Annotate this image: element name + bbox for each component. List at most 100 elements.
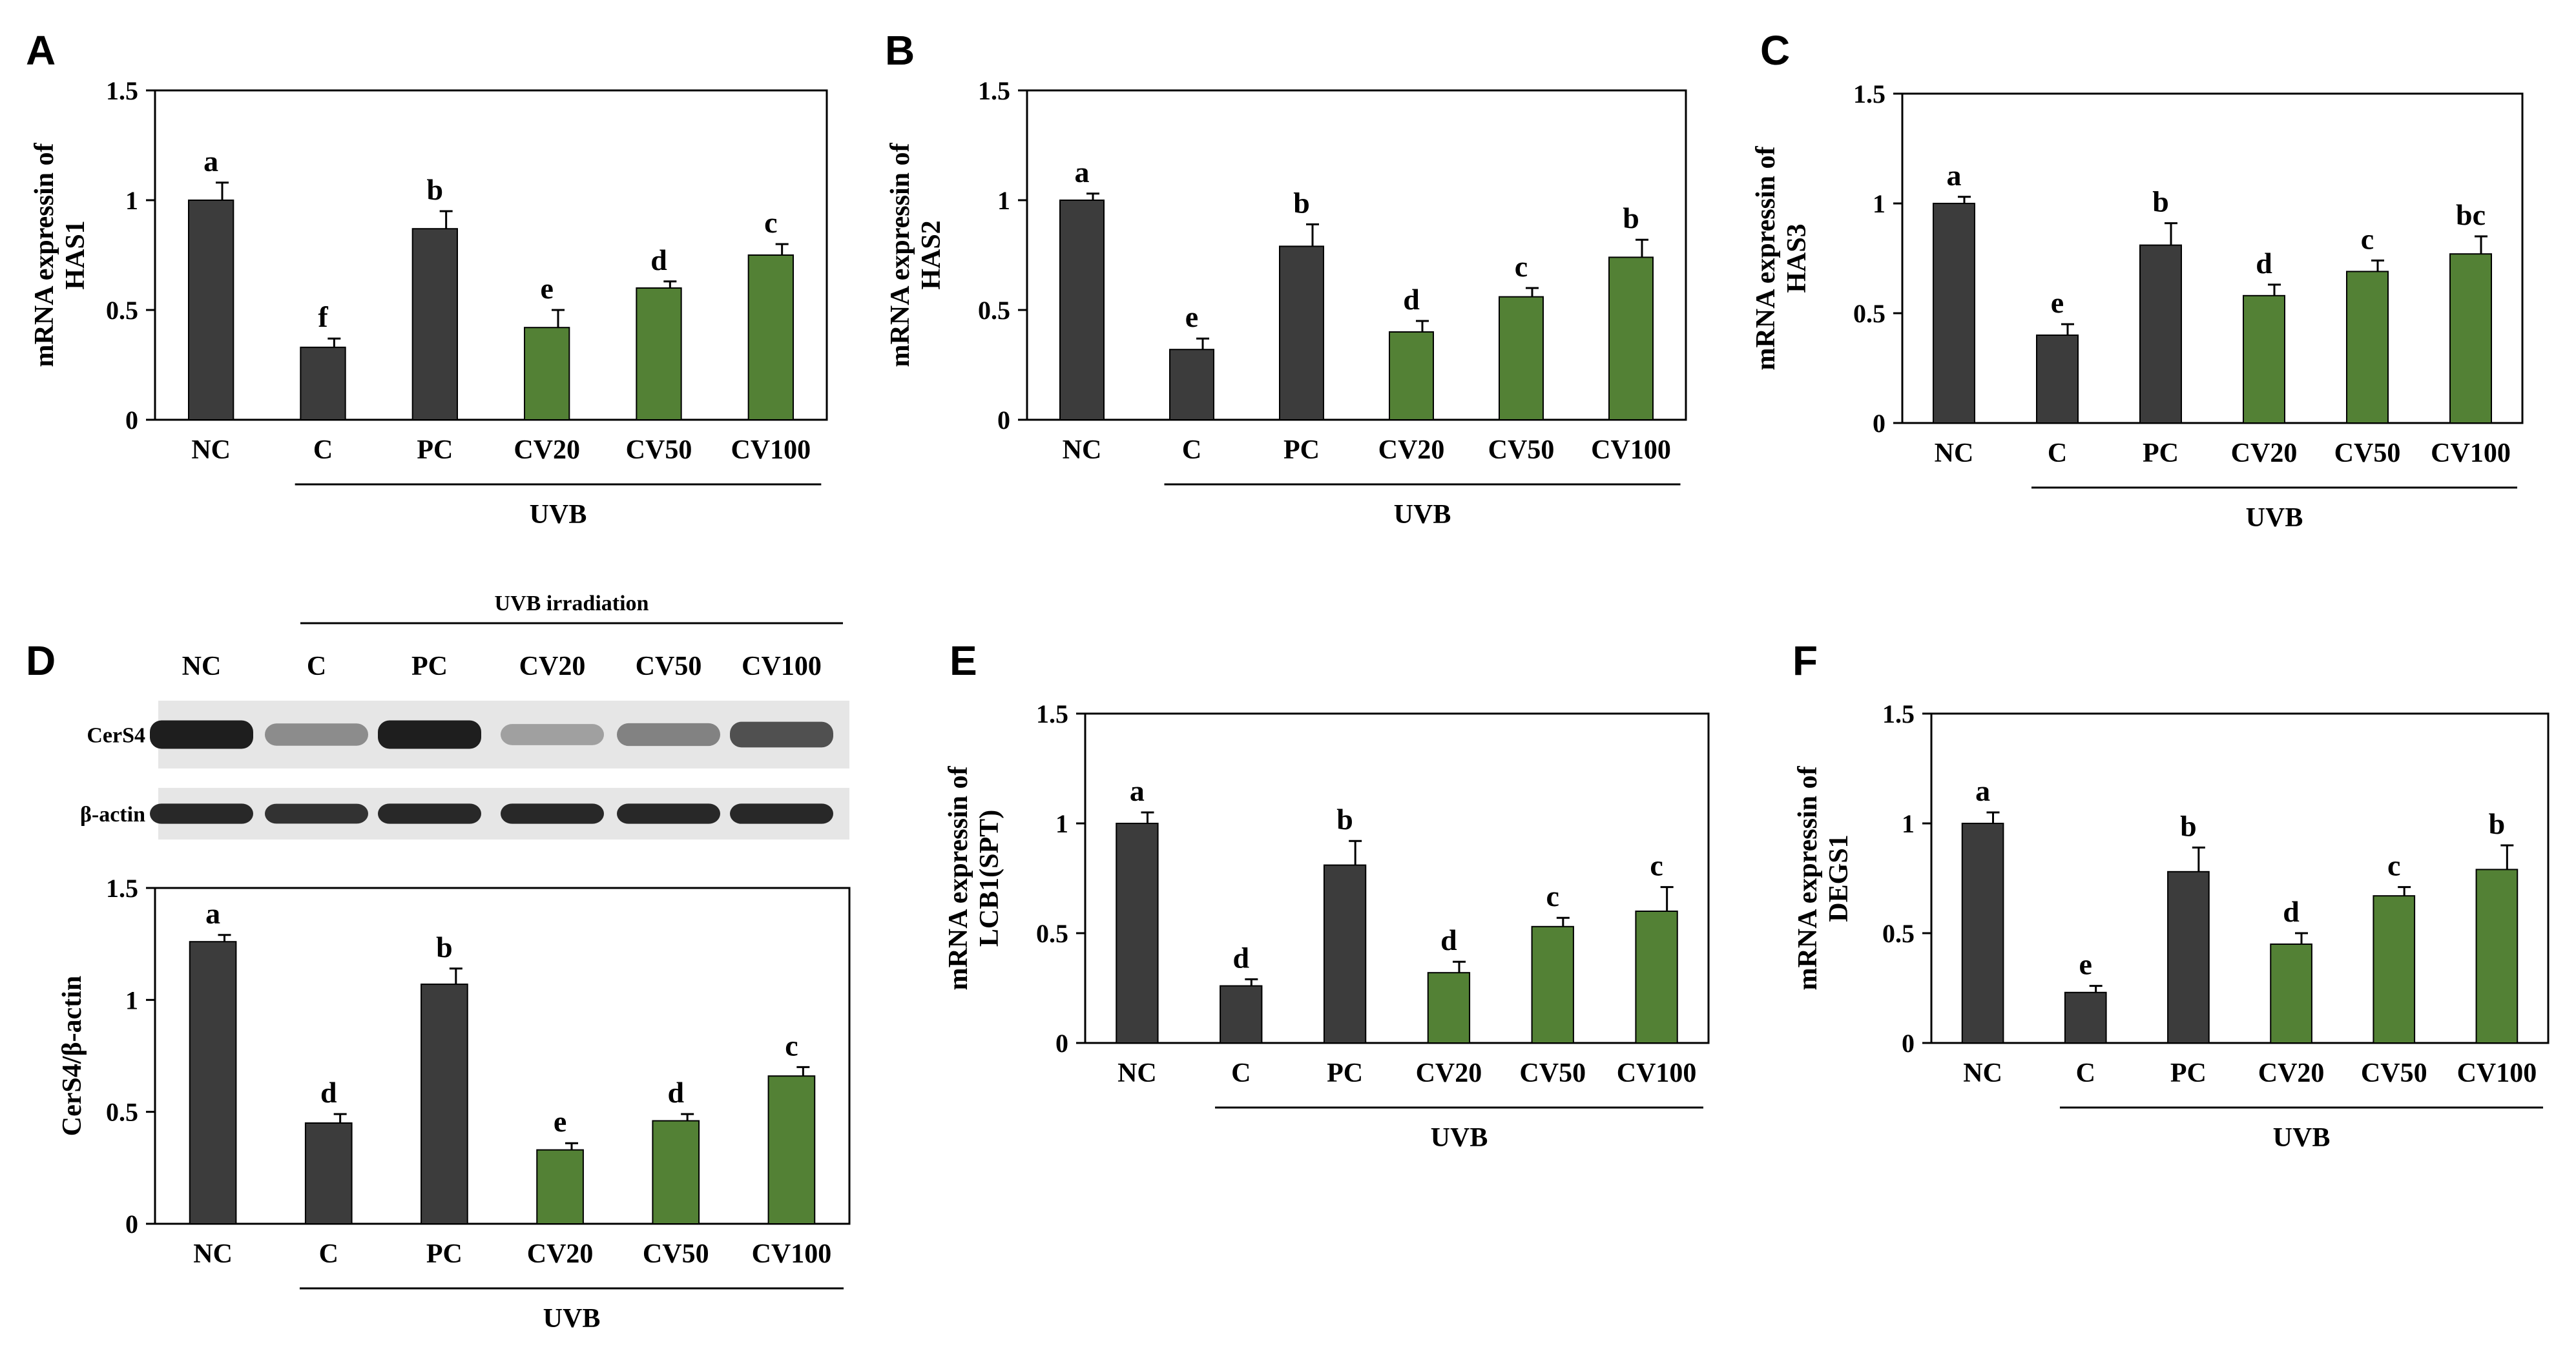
bar-nc <box>189 941 237 1224</box>
y-tick-label: 0.5 <box>106 296 138 325</box>
group-label: UVB <box>543 1304 601 1334</box>
significance-letter: a <box>1947 159 1962 192</box>
bar-cv100 <box>747 254 794 420</box>
y-tick-label: 0 <box>1902 1029 1915 1058</box>
blot-band <box>617 803 720 824</box>
group-label: UVB <box>2246 503 2303 533</box>
significance-letter: a <box>205 897 220 930</box>
bar-cv20 <box>1389 331 1434 420</box>
significance-letter: d <box>320 1076 337 1109</box>
bar-cv100 <box>767 1075 816 1224</box>
panel-letter: A <box>26 27 56 74</box>
y-tick-label: 1.5 <box>106 76 138 105</box>
significance-letter: a <box>203 145 218 178</box>
category-label: NC <box>1935 438 1974 468</box>
significance-letter: e <box>1185 300 1198 333</box>
bar-cv50 <box>652 1120 700 1224</box>
significance-letter: e <box>540 272 553 305</box>
y-tick-label: 1.5 <box>106 874 138 903</box>
bar-cv20 <box>524 327 570 421</box>
blot-lane-label: PC <box>411 652 448 681</box>
plot-frame <box>1930 712 2550 1044</box>
bar-c <box>1220 985 1263 1044</box>
category-label: PC <box>426 1239 462 1269</box>
y-axis-label: mRNA expressin ofLCB1(SPT) <box>944 766 1004 991</box>
y-tick-label: 1 <box>1873 189 1885 218</box>
blot-row-label: CerS4 <box>87 724 145 748</box>
y-tick-label: 1.5 <box>1882 699 1915 728</box>
significance-letter: d <box>2256 247 2272 280</box>
blot-band <box>730 721 833 748</box>
significance-letter: e <box>554 1105 566 1138</box>
blot-band <box>501 724 604 745</box>
bar-nc <box>188 200 234 420</box>
significance-letter: b <box>436 931 453 964</box>
bar-cv100 <box>2449 253 2492 424</box>
bar-nc <box>1059 200 1105 420</box>
y-tick-label: 0 <box>125 1210 138 1239</box>
y-tick-label: 1.5 <box>978 76 1010 105</box>
significance-letter: d <box>1232 941 1249 974</box>
category-label: PC <box>2143 438 2179 468</box>
y-tick-label: 1 <box>1902 809 1915 838</box>
bar-cv100 <box>1635 911 1678 1044</box>
panel-letter: D <box>26 637 56 684</box>
category-label: CV50 <box>643 1239 709 1269</box>
category-label: CV20 <box>1416 1058 1482 1088</box>
significance-letter: d <box>1440 923 1457 956</box>
blot-lane-label: CV50 <box>636 652 702 681</box>
category-label: CV100 <box>2431 438 2511 468</box>
bar-cv20 <box>1427 972 1471 1044</box>
blot-lane-label: CV20 <box>519 652 586 681</box>
chart-panel-e: E 0 0.5 1 1.5 mRNA expressin ofLCB1(SPT) a NC d C… <box>944 637 1710 1153</box>
category-label: NC <box>193 1239 233 1269</box>
category-label: C <box>1231 1058 1251 1088</box>
blot-band <box>265 803 368 824</box>
significance-letter: b <box>2489 807 2506 840</box>
significance-letter: d <box>650 243 667 276</box>
category-label: CV20 <box>2258 1058 2325 1088</box>
y-tick-label: 1.5 <box>1853 79 1885 108</box>
significance-letter: b <box>427 173 444 206</box>
bar-c <box>2064 991 2107 1044</box>
group-label: UVB <box>1394 500 1451 530</box>
blot-header: UVB irradiation <box>495 592 649 615</box>
bar-cv100 <box>1608 256 1654 420</box>
blot-band <box>501 803 604 824</box>
y-tick-label: 1 <box>997 186 1010 215</box>
y-tick-label: 1.5 <box>1036 699 1068 728</box>
y-tick-label: 0.5 <box>1853 299 1885 328</box>
group-label: UVB <box>530 500 587 530</box>
plot-frame <box>154 887 851 1225</box>
chart-panel-c: C 0 0.5 1 1.5 mRNA expressin ofHAS3 a NC e Cb PC d C… <box>1751 27 2524 533</box>
bar-nc <box>1116 823 1159 1044</box>
bar-cv20 <box>536 1149 584 1224</box>
y-axis-label: CerS4/β-actin <box>57 976 87 1136</box>
category-label: CV100 <box>1591 435 1671 465</box>
significance-letter: e <box>2079 948 2092 981</box>
bar-pc <box>421 984 468 1224</box>
blot-band <box>378 803 481 824</box>
bar-cv20 <box>2243 294 2285 424</box>
y-tick-label: 0 <box>997 406 1010 435</box>
y-tick-label: 0 <box>1873 409 1885 438</box>
significance-letter: c <box>1650 849 1663 882</box>
category-label: C <box>2076 1058 2095 1088</box>
significance-letter: bc <box>2456 198 2486 231</box>
blot-band <box>265 723 368 746</box>
category-label: C <box>1182 435 1201 465</box>
blot-lane-label: CV100 <box>742 652 822 681</box>
bar-cv20 <box>2270 944 2312 1044</box>
y-tick-label: 1 <box>125 186 138 215</box>
significance-letter: a <box>1130 774 1145 807</box>
significance-letter: b <box>1336 803 1353 836</box>
y-axis-label: mRNA expressin ofDEGS1 <box>1793 766 1854 991</box>
significance-letter: b <box>1623 201 1639 234</box>
chart-panel-b: B 0 0.5 1 1.5 mRNA expressin ofHAS2 a NC e Cb PC d C… <box>885 27 1687 530</box>
y-tick-label: 0.5 <box>1882 919 1915 948</box>
y-tick-label: 1 <box>125 985 138 1015</box>
significance-letter: c <box>1515 250 1528 283</box>
bar-nc <box>1961 823 2004 1044</box>
chart-panel-a: A 0 0.5 1 1.5 mRNA expressin ofHAS1 a NC f Cb PC e C… <box>26 27 828 530</box>
bar-cv50 <box>2373 895 2416 1044</box>
